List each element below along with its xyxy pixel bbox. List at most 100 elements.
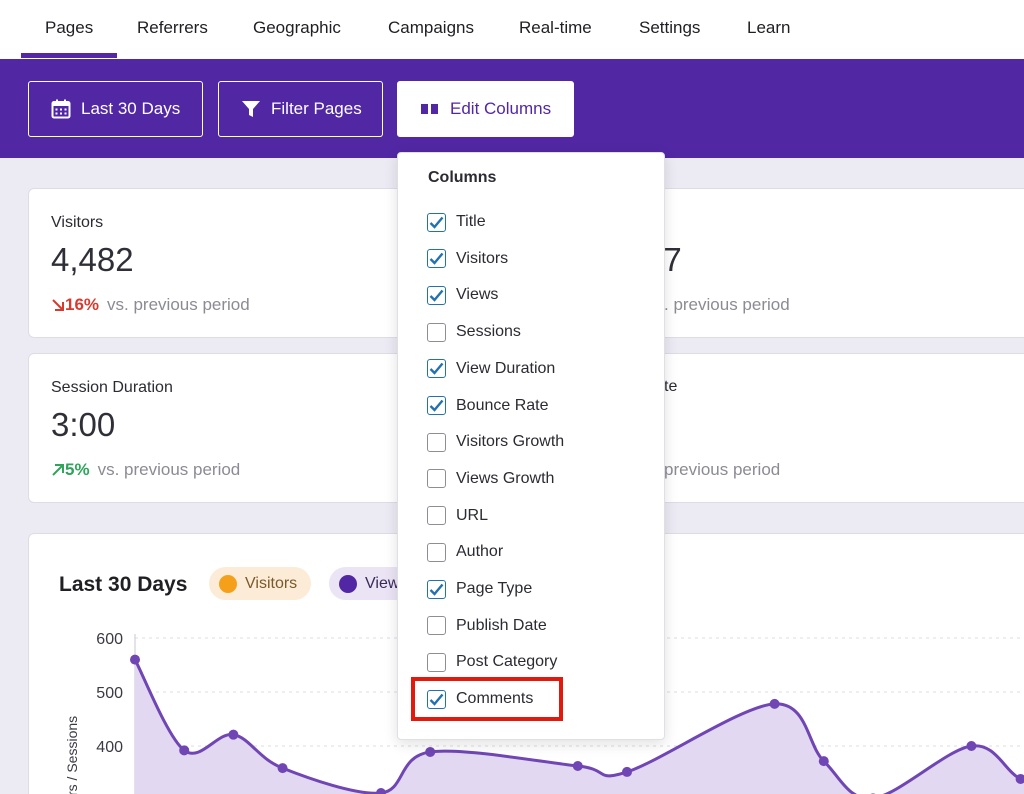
session-duration-change-suffix: vs. previous period [97, 460, 241, 479]
legend-visitors-dot [219, 574, 237, 593]
arrow-up-right-icon [52, 464, 64, 476]
views-data-point[interactable] [622, 766, 632, 777]
filter-icon [241, 99, 261, 119]
views-data-point[interactable] [966, 741, 977, 751]
column-option-url[interactable]: URL [427, 504, 488, 528]
column-option-author[interactable]: Author [427, 540, 503, 564]
arrow-down-right-icon [52, 299, 64, 311]
column-option-views-growth[interactable]: Views Growth [427, 467, 554, 491]
checkbox-title[interactable] [427, 212, 446, 232]
column-option-post-category[interactable]: Post Category [427, 650, 557, 674]
column-option-label: View Duration [456, 359, 556, 377]
column-option-view-duration[interactable]: View Duration [427, 357, 555, 381]
checkbox-post-category[interactable] [427, 652, 446, 672]
checkbox-bounce-rate[interactable] [427, 396, 446, 415]
filter-pages-label: Filter Pages [271, 99, 362, 118]
checkbox-visitors[interactable] [427, 249, 446, 269]
tab-settings[interactable]: Settings [639, 18, 701, 37]
edit-columns-label: Edit Columns [450, 99, 552, 118]
checkbox-views-growth[interactable] [427, 469, 446, 489]
checkmark-icon [429, 583, 444, 596]
date-range-button[interactable]: Last 30 Days [28, 81, 203, 137]
column-option-label: Title [456, 213, 486, 230]
column-option-title[interactable]: Title [427, 210, 486, 234]
y-tick-label: 400 [96, 739, 123, 756]
checkbox-page-type[interactable] [427, 579, 446, 599]
views-data-point[interactable] [818, 756, 829, 767]
y-tick-label: 600 [96, 631, 123, 648]
column-option-visitors[interactable]: Visitors [427, 247, 508, 271]
session-duration-change-value: 5% [65, 460, 90, 479]
legend-visitors[interactable]: Visitors [209, 567, 312, 600]
column-option-visitors-growth[interactable]: Visitors Growth [427, 430, 564, 454]
column-option-page-type[interactable]: Page Type [427, 577, 532, 601]
views-data-point[interactable] [228, 729, 239, 740]
top-nav: Pages Referrers Geographic Campaigns Rea… [0, 0, 1024, 59]
tab-pages[interactable]: Pages [20, 18, 118, 58]
tab-campaigns[interactable]: Campaigns [388, 18, 474, 37]
views-data-point[interactable] [425, 746, 436, 757]
views-data-point[interactable] [277, 763, 288, 774]
views-area-fill [135, 659, 1024, 794]
views-data-point[interactable] [572, 760, 583, 771]
tab-referrers[interactable]: Referrers [137, 18, 208, 37]
column-option-label: URL [456, 506, 489, 524]
bounce-rate-label: te [664, 378, 678, 395]
column-option-views[interactable]: Views [427, 283, 498, 307]
column-option-label: Comments [456, 690, 534, 708]
columns-icon [420, 102, 440, 116]
column-option-label: Publish Date [456, 616, 547, 634]
checkbox-view-duration[interactable] [427, 359, 446, 379]
visitors-stat-card: Visitors 4,482 16% vs. previous period [28, 188, 448, 338]
column-option-label: Page Type [456, 580, 533, 597]
views-data-point[interactable] [1015, 773, 1024, 784]
tab-learn[interactable]: Learn [747, 18, 791, 37]
checkmark-icon [429, 363, 444, 376]
column-option-label: Visitors [456, 249, 509, 267]
views-data-point[interactable] [769, 698, 780, 709]
session-duration-label: Session Duration [51, 379, 173, 396]
checkbox-visitors-growth[interactable] [427, 432, 446, 452]
edit-columns-dropdown: Columns Title Visitors Views Sessions View D… [397, 152, 665, 740]
column-option-sessions[interactable]: Sessions [427, 320, 521, 344]
toolbar: Last 30 Days Filter Pages Edit Columns [0, 59, 1024, 158]
session-duration-change: 5% vs. previous period [51, 460, 240, 480]
checkbox-views[interactable] [427, 285, 446, 305]
column-option-label: Sessions [456, 323, 521, 341]
views-data-point[interactable] [179, 745, 190, 756]
comments-highlight-box [411, 677, 563, 721]
visitors-views-chart: 600 500 400 rs / Sessions [64, 631, 1024, 794]
checkmark-icon [429, 252, 444, 265]
y-axis-label: rs / Sessions [64, 716, 80, 794]
session-duration-value: 3:00 [51, 406, 116, 443]
column-option-label: Bounce Rate [456, 396, 549, 414]
checkmark-icon [429, 289, 444, 302]
column-option-bounce-rate[interactable]: Bounce Rate [427, 394, 549, 418]
checkbox-sessions[interactable] [427, 322, 446, 342]
checkmark-icon [429, 216, 444, 229]
columns-menu-title: Columns [428, 169, 497, 186]
checkbox-comments[interactable] [427, 689, 446, 709]
visitors-value: 4,482 [51, 241, 134, 278]
views-data-point[interactable] [130, 654, 140, 665]
checkbox-publish-date[interactable] [427, 616, 446, 636]
edit-columns-button[interactable]: Edit Columns [397, 81, 574, 137]
session-duration-stat-card: Session Duration 3:00 5% vs. previous pe… [28, 353, 448, 503]
filter-pages-button[interactable]: Filter Pages [218, 81, 383, 137]
column-option-comments[interactable]: Comments [427, 687, 533, 711]
checkbox-url[interactable] [427, 506, 446, 526]
views-change-suffix: . previous period [664, 295, 790, 314]
column-option-publish-date[interactable]: Publish Date [427, 614, 547, 638]
legend-visitors-label: Visitors [245, 574, 298, 592]
bounce-rate-change-suffix: previous period [664, 460, 781, 479]
column-option-label: Author [456, 543, 504, 561]
column-option-label: Views Growth [456, 469, 555, 487]
views-data-point[interactable] [376, 787, 386, 794]
tab-real-time[interactable]: Real-time [519, 18, 592, 37]
checkmark-icon [429, 693, 444, 706]
column-option-label: Views [456, 286, 499, 304]
legend-views-dot [339, 574, 357, 593]
tab-geographic[interactable]: Geographic [253, 18, 341, 37]
checkbox-author[interactable] [427, 542, 446, 562]
chart-title: Last 30 Days [59, 573, 188, 596]
